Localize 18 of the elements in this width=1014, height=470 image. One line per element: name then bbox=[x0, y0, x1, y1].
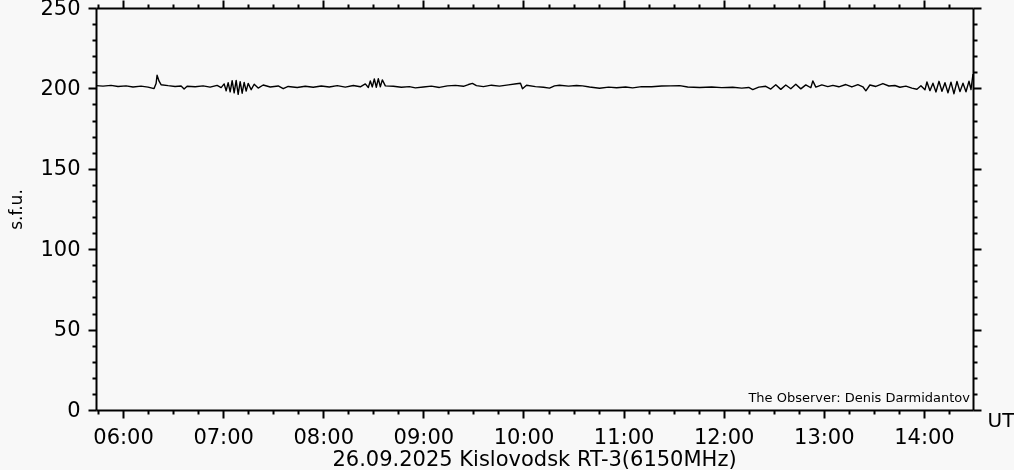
y-tick-label: 100 bbox=[40, 236, 81, 261]
x-tick-label: 13:00 bbox=[794, 424, 855, 449]
y-tick-label: 150 bbox=[40, 156, 81, 181]
x-tick-label: 14:00 bbox=[894, 424, 955, 449]
x-tick-label: 06:00 bbox=[93, 424, 154, 449]
y-axis-title: s.f.u. bbox=[5, 189, 26, 230]
annotation: The Observer: Denis Darmidantov bbox=[747, 390, 971, 405]
x-tick-label: 11:00 bbox=[593, 424, 655, 449]
text: 26.09.2025 Kislovodsk RT-3(6150MHz) bbox=[332, 447, 737, 470]
x-tick-label: 12:00 bbox=[693, 424, 755, 449]
y-tick-label: 0 bbox=[67, 397, 81, 422]
y-tick-label: 50 bbox=[53, 317, 81, 342]
x-tick-label: 08:00 bbox=[293, 424, 355, 449]
x-tick-label: 10:00 bbox=[493, 424, 555, 449]
x-axis-title: UT bbox=[987, 407, 1014, 432]
x-tick-label: 09:00 bbox=[393, 424, 455, 449]
y-tick-label: 200 bbox=[40, 75, 81, 100]
x-tick-label: 07:00 bbox=[193, 424, 254, 449]
